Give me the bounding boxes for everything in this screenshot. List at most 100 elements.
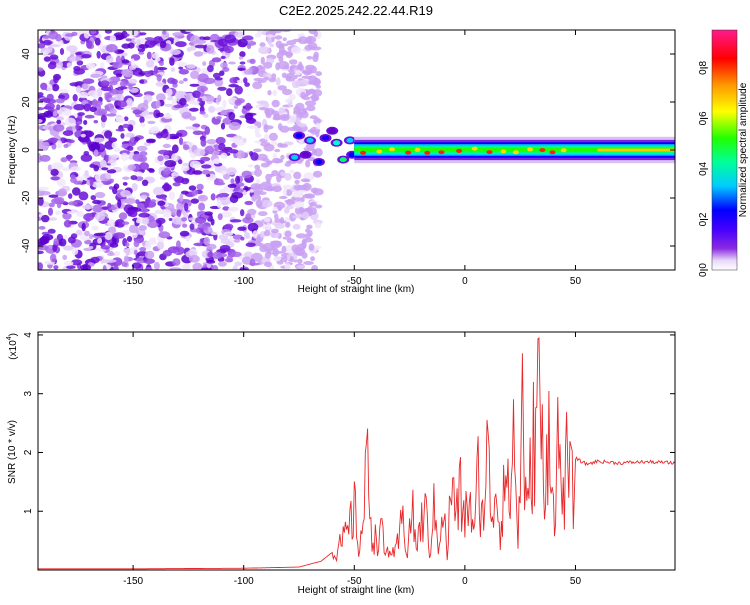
noise-speckle [244,82,250,87]
signal-hotspot [360,150,367,155]
noise-speckle [70,166,82,172]
noise-speckle [254,164,261,170]
noise-speckle [83,120,88,125]
snr-ytick-label: 2 [23,449,34,455]
noise-speckle [305,159,311,168]
noise-speckle [201,164,212,169]
noise-speckle [210,193,216,201]
noise-speckle [62,254,68,260]
colorbar-tick-label: 0.6 [698,111,709,125]
cluster-core [291,154,299,160]
noise-speckle [100,80,110,87]
noise-speckle [122,221,130,225]
noise-speckle [111,88,119,95]
snr-scale-label: (x104) [6,333,19,360]
noise-speckle [40,82,48,91]
figure-title: C2E2.2025.242.22.44.R19 [279,3,433,18]
noise-speckle [237,188,244,193]
noise-speckle [257,64,264,71]
noise-speckle [181,264,189,270]
noise-speckle [297,258,303,264]
noise-speckle [263,143,275,152]
noise-speckle [138,225,148,231]
noise-speckle [221,201,228,206]
noise-speckle [84,114,95,119]
noise-speckle [222,206,230,211]
noise-speckle [233,239,241,243]
noise-speckle [169,49,181,55]
noise-speckle [283,207,290,214]
noise-speckle [237,226,247,231]
noise-speckle [277,60,290,70]
noise-speckle [300,91,306,99]
noise-speckle [264,251,271,259]
noise-speckle [260,56,265,65]
noise-speckle [70,233,78,240]
noise-speckle [47,228,56,234]
noise-speckle [142,216,150,225]
noise-speckle [271,73,277,80]
noise-speckle [255,133,262,138]
noise-speckle [315,122,321,130]
noise-speckle [278,56,284,63]
noise-speckle [136,202,145,209]
noise-speckle [169,57,175,66]
noise-speckle [80,133,86,138]
noise-speckle [285,98,291,104]
snr-ylabel: SNR (10 * v/v) [7,420,18,484]
noise-speckle [140,122,146,128]
noise-speckle [38,43,46,49]
noise-speckle [60,157,68,163]
noise-speckle [192,130,204,136]
noise-speckle [180,217,187,222]
noise-speckle [212,251,223,260]
noise-speckle [224,34,237,44]
noise-speckle [223,45,234,54]
noise-speckle [310,256,316,262]
noise-speckle [281,245,287,254]
noise-speckle [285,160,298,164]
noise-speckle [229,77,239,84]
noise-speckle [282,88,293,96]
noise-speckle [230,178,235,185]
noise-speckle [144,250,155,259]
noise-speckle [164,160,177,168]
noise-speckle [157,200,166,207]
noise-speckle [171,78,178,85]
noise-speckle [87,90,99,97]
noise-speckle [81,54,92,59]
noise-speckle [220,152,228,159]
noise-speckle [163,113,172,120]
noise-speckle [115,73,123,78]
noise-speckle [270,228,279,234]
noise-speckle [160,129,169,139]
noise-speckle [249,188,254,193]
noise-speckle [293,184,302,191]
noise-speckle [147,120,156,125]
noise-speckle [189,107,199,112]
noise-speckle [263,229,271,237]
noise-speckle [250,183,262,190]
noise-speckle [67,139,75,144]
noise-speckle [96,88,103,97]
noise-speckle [93,137,105,143]
noise-speckle [279,114,290,121]
noise-speckle [56,119,62,125]
signal-hotspot [486,150,493,155]
noise-speckle [49,54,59,60]
noise-speckle [64,108,72,117]
noise-speckle [109,81,118,86]
noise-speckle [130,175,138,181]
noise-speckle [297,123,307,128]
noise-speckle [245,213,252,221]
noise-speckle [249,58,256,64]
noise-speckle [68,201,78,206]
noise-speckle [213,144,220,152]
noise-speckle [151,52,159,59]
noise-speckle [273,255,282,262]
noise-speckle [206,243,217,250]
noise-speckle [228,149,239,154]
noise-speckle [120,152,129,161]
noise-speckle [63,219,72,228]
noise-speckle [41,234,54,241]
